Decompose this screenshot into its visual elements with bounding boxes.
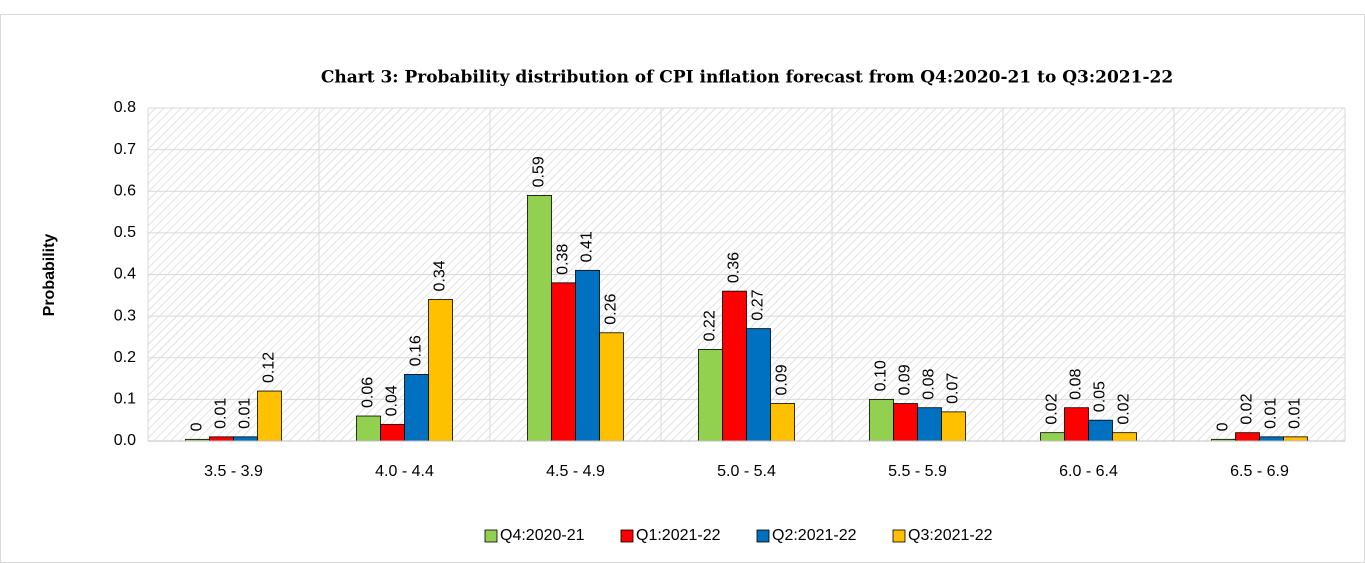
data-label: 0.27 <box>750 289 767 320</box>
data-label: 0.16 <box>408 335 425 366</box>
y-tick-label: 0.5 <box>114 224 136 241</box>
bar <box>1112 432 1137 442</box>
bar <box>1040 432 1065 442</box>
bar <box>428 299 453 442</box>
bar <box>233 436 258 442</box>
legend-label: Q3:2021-22 <box>908 527 993 544</box>
data-label: 0.26 <box>603 294 620 325</box>
bar <box>1088 419 1113 442</box>
data-label: 0.08 <box>921 368 938 399</box>
data-label: 0.36 <box>726 252 743 283</box>
y-tick-label: 0.6 <box>114 182 136 199</box>
y-axis-label: Probability <box>41 234 58 317</box>
data-label: 0.09 <box>897 364 914 395</box>
bar <box>1259 436 1284 442</box>
data-label: 0.01 <box>237 398 254 429</box>
bar <box>869 398 894 442</box>
legend-swatch <box>756 529 770 543</box>
legend-swatch <box>892 529 906 543</box>
data-label: 0.34 <box>432 260 449 291</box>
bar <box>551 282 576 442</box>
bar <box>941 411 966 442</box>
data-label: 0.41 <box>579 231 596 262</box>
legend-label: Q4:2020-21 <box>500 527 585 544</box>
x-tick-label: 4.5 - 4.9 <box>546 463 605 480</box>
x-tick-label: 4.0 - 4.4 <box>375 463 434 480</box>
data-label: 0.01 <box>1263 398 1280 429</box>
y-tick-label: 0.7 <box>114 141 136 158</box>
y-tick-label: 0.8 <box>114 99 136 116</box>
data-label: 0.12 <box>261 352 278 383</box>
bar <box>527 195 552 442</box>
data-label: 0.05 <box>1092 381 1109 412</box>
bar <box>746 328 771 442</box>
bar <box>1235 432 1260 442</box>
y-tick-label: 0.4 <box>114 266 136 283</box>
data-label: 0.06 <box>360 377 377 408</box>
data-label: 0.01 <box>1287 398 1304 429</box>
data-label: 0 <box>1215 422 1232 431</box>
x-tick-label: 6.0 - 6.4 <box>1059 463 1118 480</box>
bar <box>575 269 600 442</box>
bar <box>1283 436 1308 442</box>
bar <box>770 403 795 442</box>
data-label: 0.09 <box>774 364 791 395</box>
data-label: 0.22 <box>702 310 719 341</box>
x-tick-label: 3.5 - 3.9 <box>204 463 263 480</box>
x-tick-label: 5.0 - 5.4 <box>717 463 776 480</box>
legend-swatch <box>484 529 498 543</box>
x-tick-label: 6.5 - 6.9 <box>1230 463 1289 480</box>
bar <box>209 436 234 442</box>
bar <box>698 349 723 442</box>
bar <box>380 423 405 442</box>
bar <box>356 415 381 442</box>
y-tick-label: 0.1 <box>114 391 136 408</box>
bar <box>404 373 429 442</box>
legend-swatch <box>620 529 634 543</box>
y-tick-label: 0.3 <box>114 307 136 324</box>
data-label: 0.01 <box>213 398 230 429</box>
data-label: 0.08 <box>1068 368 1085 399</box>
x-tick-label: 5.5 - 5.9 <box>888 463 947 480</box>
chart-title: Chart 3: Probability distribution of CPI… <box>321 68 1173 88</box>
data-label: 0.02 <box>1044 393 1061 424</box>
data-label: 0.07 <box>945 373 962 404</box>
legend-label: Q2:2021-22 <box>772 527 857 544</box>
y-tick-label: 0.2 <box>114 349 136 366</box>
bar <box>257 390 282 442</box>
data-label: 0.59 <box>531 156 548 187</box>
bar <box>917 407 942 442</box>
bar <box>722 290 747 442</box>
data-label: 0.10 <box>873 360 890 391</box>
data-label: 0 <box>189 422 206 431</box>
bar <box>893 403 918 442</box>
data-label: 0.38 <box>555 244 572 275</box>
data-label: 0.04 <box>384 385 401 416</box>
data-label: 0.02 <box>1239 393 1256 424</box>
legend-label: Q1:2021-22 <box>636 527 721 544</box>
y-tick-label: 0.0 <box>114 432 136 449</box>
bar <box>1064 407 1089 442</box>
data-label: 0.02 <box>1116 393 1133 424</box>
bar <box>599 332 624 442</box>
